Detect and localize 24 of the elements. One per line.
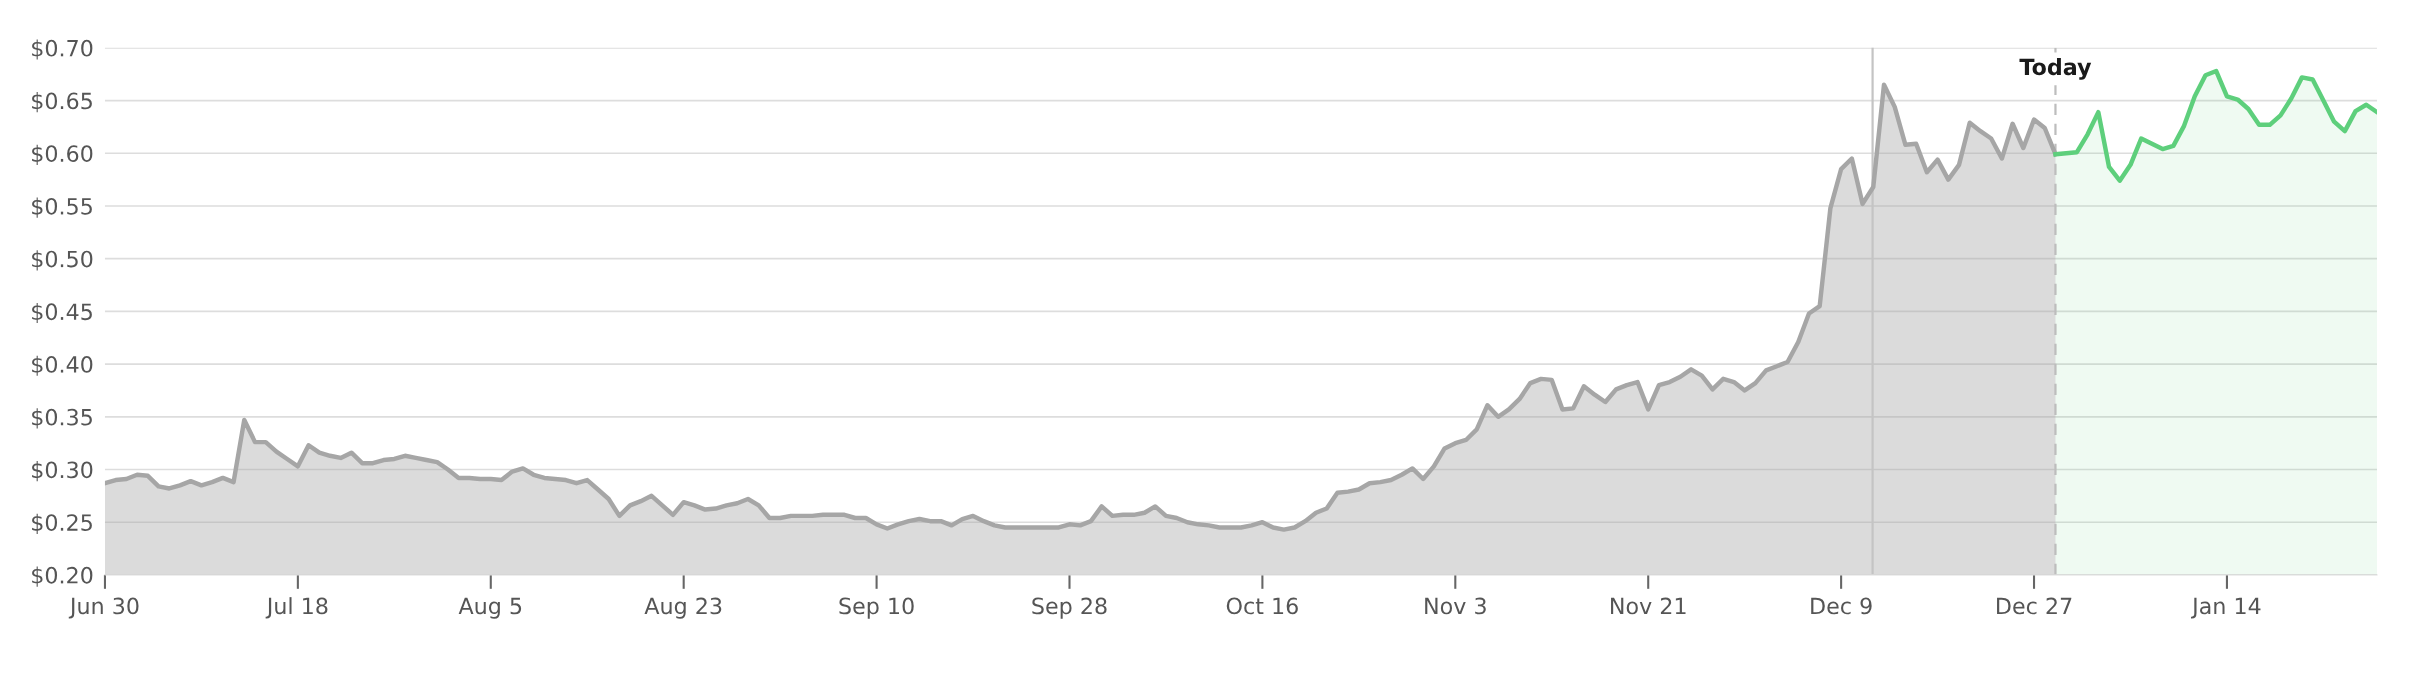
y-tick-label: $0.20 xyxy=(32,566,93,587)
x-tick-label: Oct 16 xyxy=(1226,597,1298,615)
y-tick-label: $0.35 xyxy=(32,408,92,429)
x-tick-label: Dec 9 xyxy=(1811,597,1872,615)
x-tick-label: Jan 14 xyxy=(2190,597,2261,619)
y-tick-label: $0.60 xyxy=(32,144,93,165)
x-tick-label: Sep 28 xyxy=(1032,597,1107,619)
annotation: Today xyxy=(2019,58,2092,80)
y-tick-label: $0.25 xyxy=(32,513,92,534)
y-tick-label: $0.65 xyxy=(32,92,92,113)
y-tick-label: $0.50 xyxy=(32,250,93,271)
x-tick-label: Aug 5 xyxy=(458,597,522,619)
y-tick-label: $0.55 xyxy=(32,197,92,218)
y-tick-label: $0.40 xyxy=(32,355,93,376)
x-tick-label: Jun 30 xyxy=(68,597,139,619)
x-tick-label: Dec 27 xyxy=(1997,597,2072,615)
x-tick-label: Sep 10 xyxy=(839,597,914,619)
y-tick-label: $0.70 xyxy=(32,39,93,60)
y-tick-label: $0.30 xyxy=(32,461,93,482)
x-tick-label: Aug 23 xyxy=(644,597,722,619)
x-tick-label: Nov 3 xyxy=(1425,597,1486,615)
x-tick-label: Jul 18 xyxy=(265,597,328,619)
y-tick-label: $0.45 xyxy=(32,302,92,324)
x-tick-label: Nov 21 xyxy=(1611,597,1686,615)
